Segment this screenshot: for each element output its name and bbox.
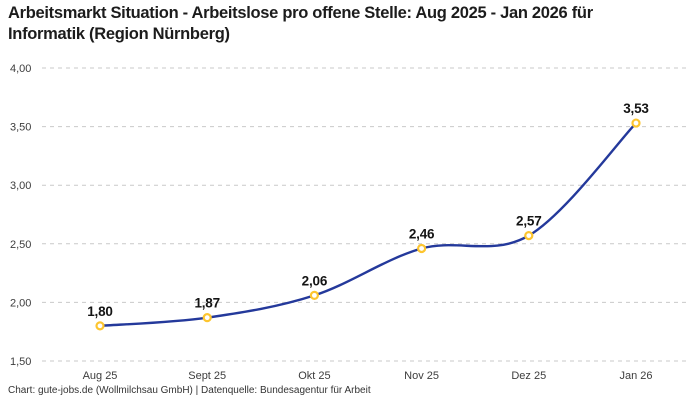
y-tick-label: 1,50 [10,356,31,368]
x-tick-label: Sept 25 [188,370,226,382]
y-tick-label: 3,00 [10,180,31,192]
chart-attribution: Chart: gute-jobs.de (Wollmilchsau GmbH) … [8,385,371,396]
data-point-label: 2,06 [302,273,328,288]
data-point-marker [524,230,534,241]
chart-title: Arbeitsmarkt Situation - Arbeitslose pro… [8,4,593,43]
y-tick-label: 2,50 [10,239,31,251]
x-tick-label: Dez 25 [511,370,546,382]
data-line [98,121,638,328]
y-tick-label: 2,00 [10,297,31,309]
data-point-label: 1,87 [194,296,219,311]
y-tick-label: 3,50 [10,122,31,134]
x-tick-label: Nov 25 [404,370,439,382]
data-point-marker [309,290,319,300]
y-tick-label: 4,00 [10,63,31,75]
x-tick-label: Okt 25 [298,370,330,382]
data-point-label: 2,46 [409,226,435,241]
data-point-marker [202,313,212,323]
x-tick-label: Aug 25 [83,370,118,382]
data-point-marker [417,243,427,254]
data-point-label: 2,57 [516,214,541,229]
data-point-marker [631,118,641,128]
data-point-marker [95,321,105,331]
data-point-label: 3,53 [623,101,649,116]
x-tick-label: Jan 26 [619,370,652,382]
data-point-label: 1,80 [87,304,112,319]
